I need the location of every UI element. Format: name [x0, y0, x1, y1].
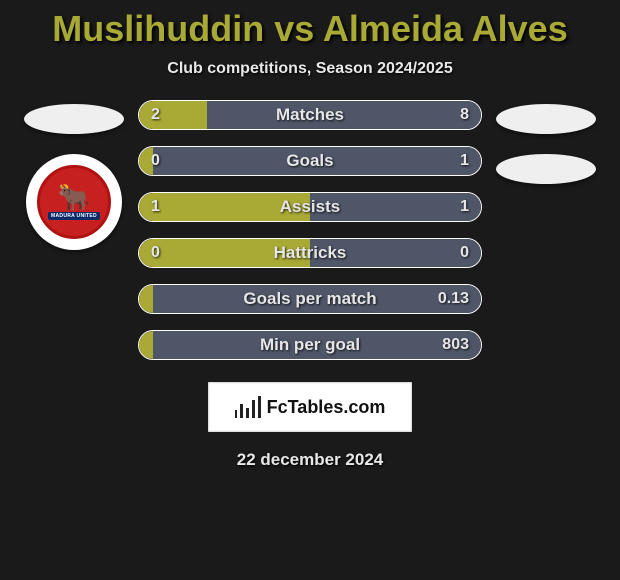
page-title: Muslihuddin vs Almeida Alves	[0, 8, 620, 50]
stat-row: 803Min per goal	[138, 330, 482, 360]
left-side: 🐂 MADURA UNITED	[24, 100, 124, 250]
bar-left-fill	[139, 285, 153, 313]
right-player-avatar	[496, 104, 596, 134]
right-club-avatar	[496, 154, 596, 184]
bull-icon: 🐂	[58, 184, 90, 210]
bar-left-fill	[139, 239, 310, 267]
bar-left-fill	[139, 147, 153, 175]
left-club-badge: 🐂 MADURA UNITED	[26, 154, 122, 250]
stat-bars: 28Matches 01Goals 11Assists 00Hattricks 0.13…	[138, 100, 482, 360]
stat-row: 00Hattricks	[138, 238, 482, 268]
bar-right-fill	[153, 147, 481, 175]
bar-left-fill	[139, 193, 310, 221]
badge-graphic: 🐂 MADURA UNITED	[37, 165, 111, 239]
comparison-card: Muslihuddin vs Almeida Alves Club compet…	[0, 0, 620, 470]
badge-label: MADURA UNITED	[48, 212, 100, 220]
bar-left-fill	[139, 101, 207, 129]
subtitle: Club competitions, Season 2024/2025	[0, 60, 620, 78]
main-area: 🐂 MADURA UNITED 28Matches 01Goals 11Assist…	[0, 100, 620, 360]
bar-right-fill	[207, 101, 481, 129]
brand-badge[interactable]: FcTables.com	[208, 382, 412, 432]
stat-row: 28Matches	[138, 100, 482, 130]
left-player-avatar	[24, 104, 124, 134]
bar-right-fill	[310, 193, 481, 221]
bar-right-fill	[153, 285, 481, 313]
right-side	[496, 100, 596, 184]
stat-row: 0.13Goals per match	[138, 284, 482, 314]
bar-right-fill	[153, 331, 481, 359]
bar-right-fill	[310, 239, 481, 267]
date-label: 22 december 2024	[0, 450, 620, 470]
stat-row: 01Goals	[138, 146, 482, 176]
stat-row: 11Assists	[138, 192, 482, 222]
brand-text: FcTables.com	[267, 397, 386, 418]
bar-left-fill	[139, 331, 153, 359]
bars-icon	[235, 396, 261, 418]
